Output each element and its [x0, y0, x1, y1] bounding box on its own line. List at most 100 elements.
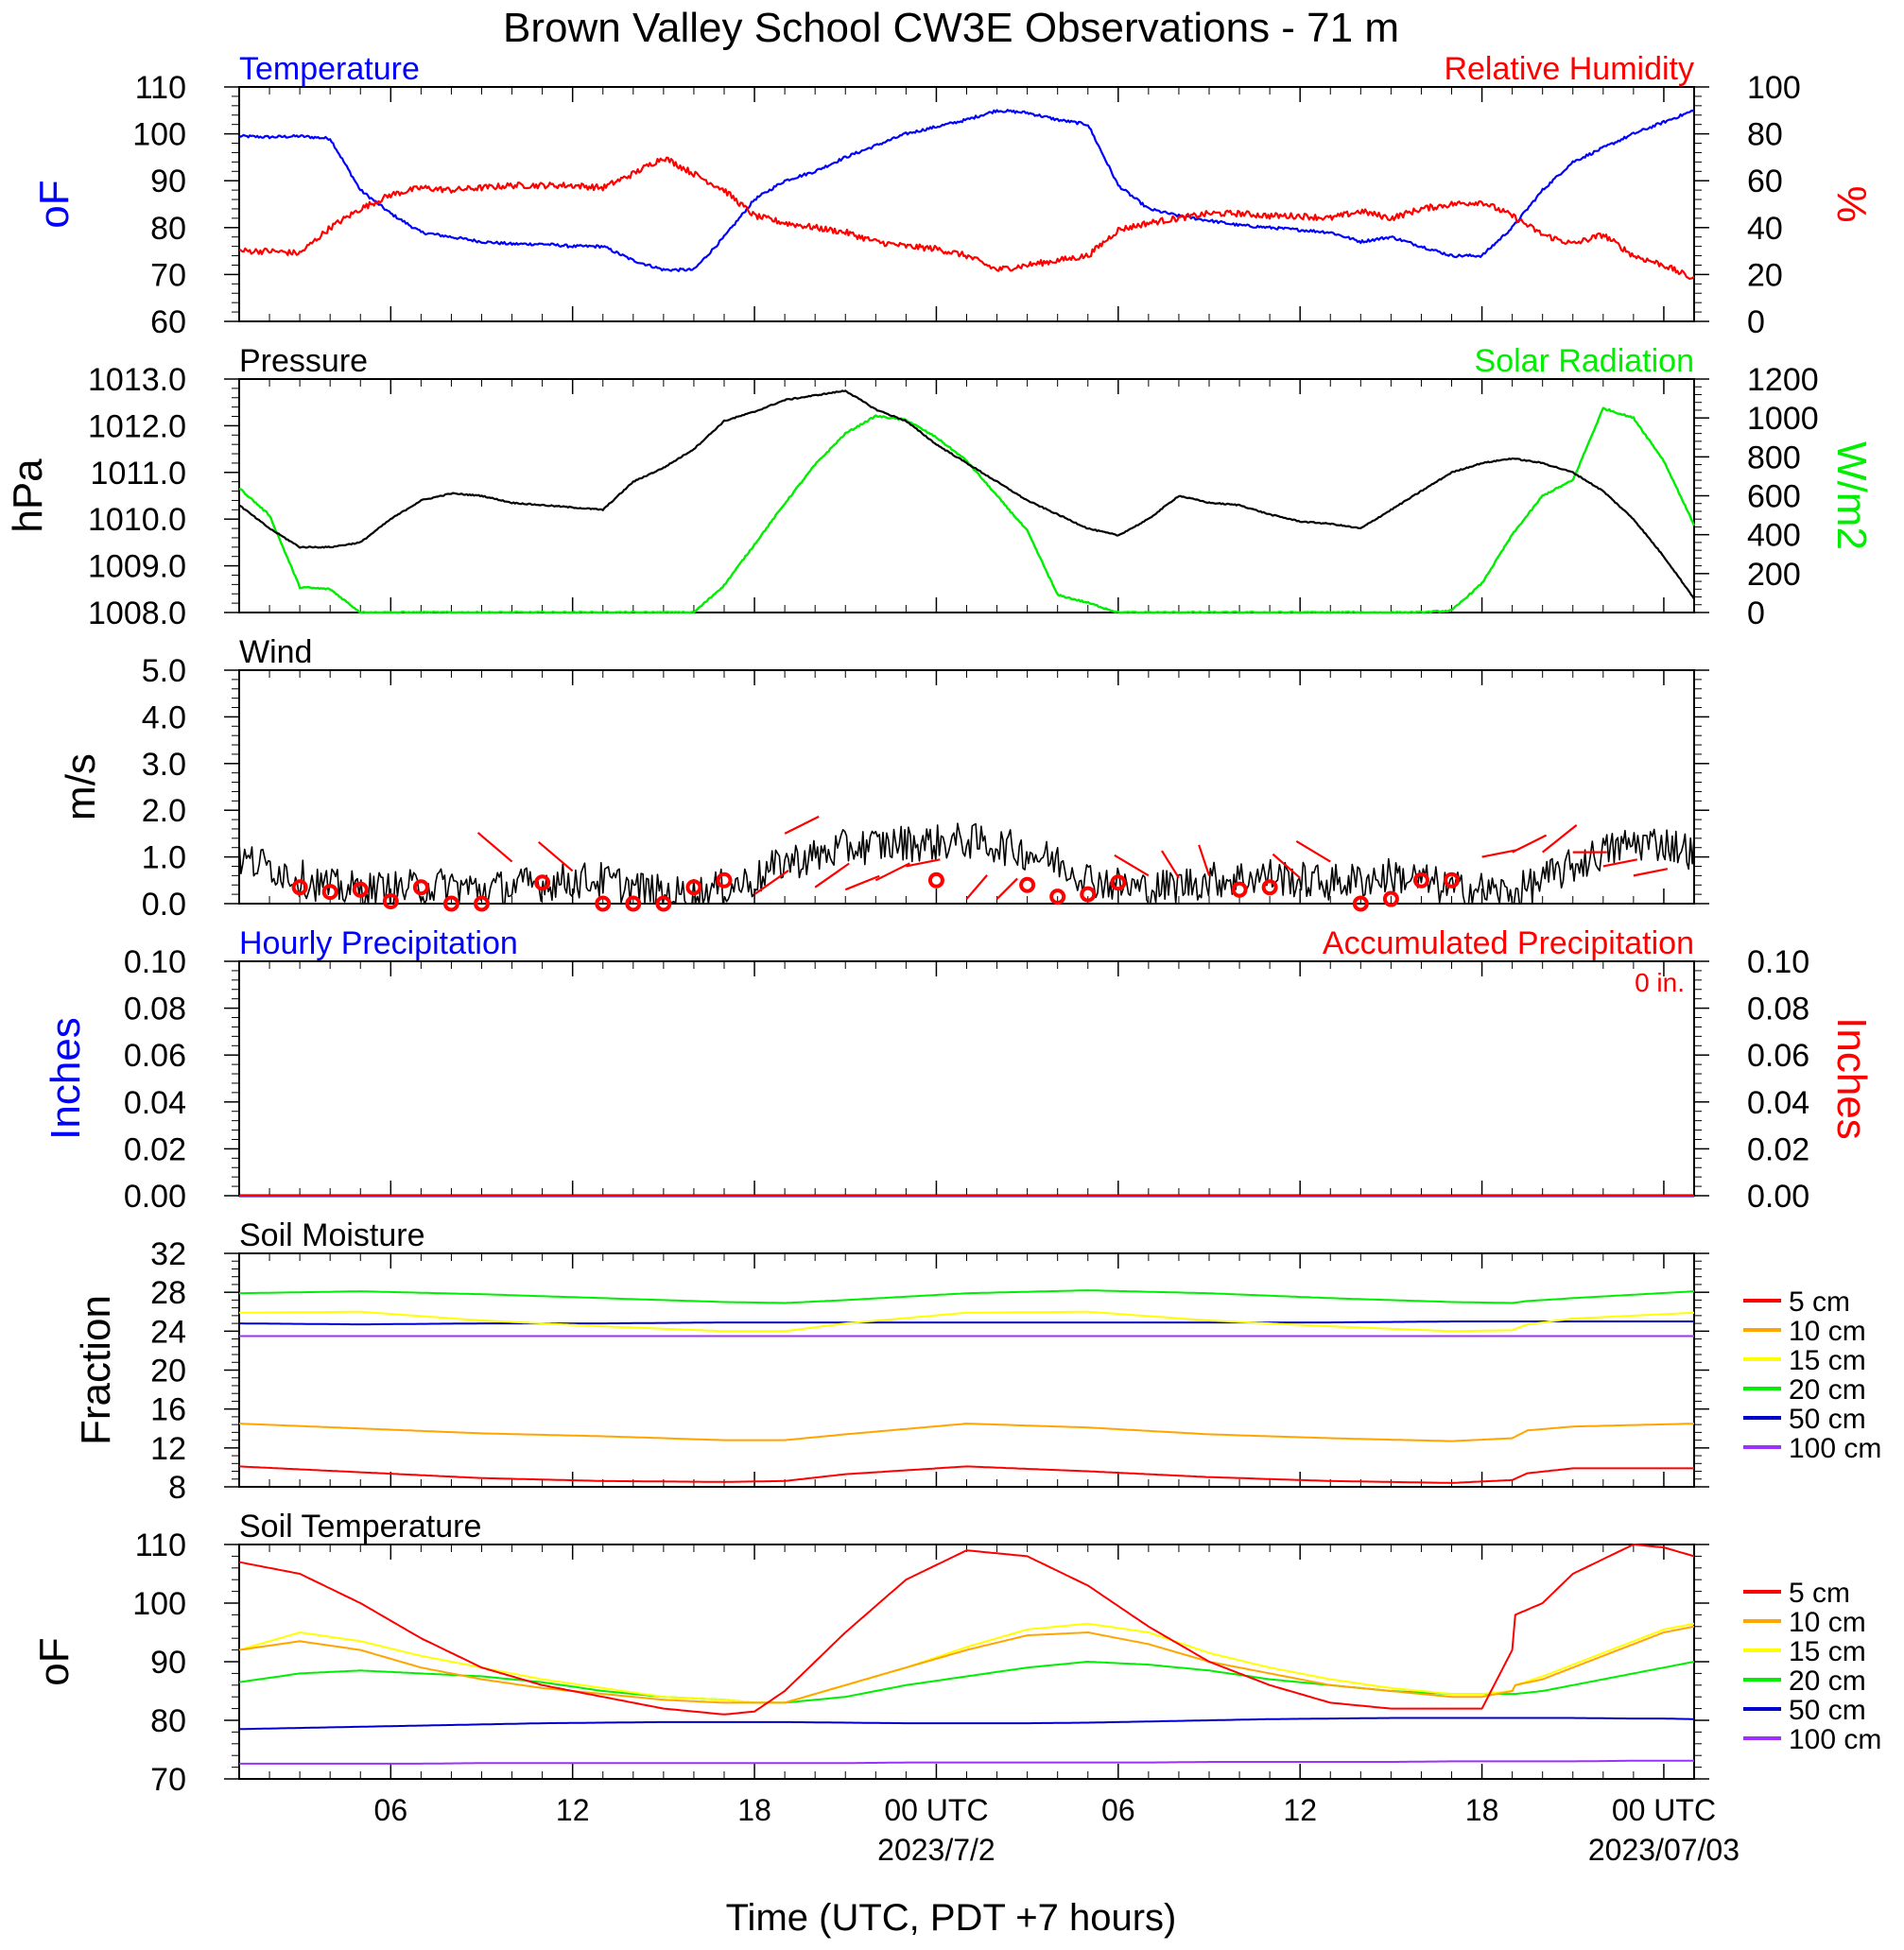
wind-calm-mark-5: [442, 895, 459, 912]
panel-5-left-tick-label: 100: [132, 1586, 186, 1622]
wind-barb-44: [1633, 868, 1669, 877]
wind-calm-mark-3: [382, 893, 399, 910]
panel-5-legend-label-4: 50 cm: [1789, 1695, 1866, 1726]
panel-5-left-tick-label: 70: [150, 1762, 186, 1798]
panel-4-legend-label-4: 50 cm: [1789, 1404, 1866, 1435]
panel-4-left-tick-label: 8: [168, 1470, 186, 1506]
wind-calm-mark-2: [352, 881, 369, 898]
panel-5-left-title: Soil Temperature: [239, 1509, 481, 1544]
wind-barb-19: [874, 862, 910, 882]
panel-3-left-tick-label: 0.04: [124, 1085, 186, 1121]
panel-4-left-tick-label: 16: [150, 1392, 186, 1428]
soil-4-series-2: [239, 1310, 1695, 1333]
wind-barb-9: [537, 840, 574, 872]
panel-0-left-title: Temperature: [239, 51, 420, 87]
x-tick-label-3: 00 UTC: [884, 1793, 988, 1827]
wind-barb-34: [1295, 839, 1331, 863]
panel-0-ylabel-right: %: [1828, 185, 1875, 222]
panel-4-left-title: Soil Moisture: [239, 1217, 425, 1253]
panel-5-left-tick-label: 80: [150, 1703, 186, 1739]
wind-barb-33: [1272, 853, 1301, 879]
panel-1-left-tick-label: 1011.0: [91, 456, 186, 492]
panel-5-left-tick-label: 90: [150, 1645, 186, 1681]
panel-3-left-title: Hourly Precipitation: [239, 925, 518, 961]
wind-calm-mark-6: [474, 895, 490, 912]
panel-4-left-tick-label: 20: [150, 1354, 186, 1389]
panel-1-right-tick-label: 1200: [1747, 362, 1819, 398]
panel-0-left-tick-label: 100: [132, 117, 186, 153]
x-tick-date-3: 2023/7/2: [877, 1833, 995, 1867]
x-tick-label-7: 00 UTC: [1612, 1793, 1716, 1827]
accumulated-precip-annotation: 0 in.: [1635, 968, 1685, 997]
panel-3-right-tick-label: 0.00: [1747, 1179, 1809, 1215]
wind-calm-mark-11: [625, 895, 642, 912]
panel-2-left-tick-label: 0.0: [142, 887, 186, 923]
panel-5-ylabel-left: oF: [31, 1637, 78, 1685]
panel-2-left-tick-label: 4.0: [142, 699, 186, 735]
wind-barb-15: [753, 870, 789, 896]
panel-3-left-tick-label: 0.02: [124, 1131, 186, 1167]
panel-4-left-tick-label: 24: [150, 1314, 186, 1350]
panel-0-right-tick-label: 80: [1747, 117, 1783, 153]
panel-0-left-tick-label: 80: [150, 211, 186, 247]
wind-barb-30: [1198, 844, 1211, 876]
panel-1-left-tick-label: 1009.0: [88, 549, 186, 585]
wind-barb-16: [784, 815, 820, 835]
wind-calm-mark-4: [412, 879, 429, 896]
wind-calm-mark-1: [321, 884, 338, 901]
panel-5-legend-label-5: 100 cm: [1789, 1724, 1881, 1755]
soil-5-series-5: [239, 1759, 1694, 1765]
wind-barb-40: [1512, 834, 1548, 854]
panel-3-right-tick-label: 0.08: [1747, 992, 1809, 1027]
panel-3-right-tick-label: 0.06: [1747, 1038, 1809, 1074]
panel-0-right-tick-label: 40: [1747, 211, 1783, 247]
panel-3-left-tick-label: 0.06: [124, 1038, 186, 1074]
panel-1-left-tick-label: 1013.0: [88, 362, 186, 398]
wind-calm-mark-24: [1019, 876, 1036, 893]
wind-barb-28: [1114, 854, 1150, 877]
panel-1-left-tick-label: 1012.0: [88, 408, 186, 444]
panel-4-ylabel-left: Fraction: [73, 1295, 119, 1445]
x-tick-label-4: 06: [1101, 1793, 1135, 1827]
panel-3-ylabel-left: Inches: [43, 1017, 89, 1140]
panel-1-left-tick-label: 1008.0: [88, 595, 186, 631]
x-tick-label-6: 18: [1465, 1793, 1499, 1827]
panel-0-right-tick-label: 60: [1747, 164, 1783, 199]
panel-1-ylabel-left: hPa: [5, 458, 51, 533]
wind-barb-17: [814, 862, 850, 889]
wind-barb-7: [476, 832, 513, 863]
panel-1-right-title: Solar Radiation: [1475, 343, 1694, 379]
panel-3-right-tick-label: 0.04: [1747, 1085, 1809, 1121]
soil-4-series-1: [238, 1423, 1695, 1442]
wind-barb-18: [844, 874, 880, 891]
panel-5-legend-label-0: 5 cm: [1789, 1578, 1850, 1609]
panel-4-left-tick-label: 32: [150, 1236, 186, 1272]
panel-4-legend-label-0: 5 cm: [1789, 1286, 1850, 1318]
wind-calm-mark-31: [1231, 881, 1248, 898]
x-tick-label-2: 18: [737, 1793, 771, 1827]
panel-3-right-title: Accumulated Precipitation: [1323, 925, 1694, 961]
panel-5-legend-label-2: 15 cm: [1789, 1636, 1866, 1667]
wind-barb-23: [995, 877, 1018, 900]
panel-4-legend-label-1: 10 cm: [1789, 1316, 1866, 1347]
temperature-line: [238, 109, 1695, 272]
wind-barb-20: [906, 858, 941, 868]
panel-2-left-tick-label: 3.0: [142, 747, 186, 783]
soil-5-series-0: [238, 1544, 1695, 1716]
panel-1-right-tick-label: 800: [1747, 440, 1801, 475]
page-title: Brown Valley School CW3E Observations - …: [503, 5, 1399, 51]
panel-5-legend-label-3: 20 cm: [1789, 1665, 1866, 1697]
wind-calm-mark-0: [291, 879, 308, 896]
soil-5-series-1: [238, 1625, 1695, 1704]
panel-1-left-title: Pressure: [239, 343, 368, 379]
soil-4-series-4: [239, 1320, 1694, 1326]
panel-4-legend-label-5: 100 cm: [1789, 1433, 1881, 1464]
panel-3-left-tick-label: 0.10: [124, 944, 186, 980]
wind-calm-mark-27: [1110, 874, 1127, 891]
soil-4-series-3: [238, 1289, 1695, 1304]
wind-calm-mark-32: [1261, 879, 1278, 896]
panel-5-left-tick-label: 110: [135, 1527, 186, 1563]
panel-3-left-tick-label: 0.00: [124, 1179, 186, 1215]
